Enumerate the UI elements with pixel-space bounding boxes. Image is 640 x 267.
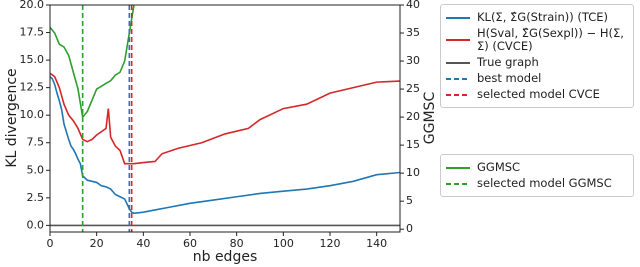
legend-label: GGMSC — [477, 160, 521, 174]
x-tick-label: 120 — [320, 237, 341, 250]
y-tick-label: 10.0 — [20, 108, 45, 121]
legend-swatch — [446, 16, 470, 19]
legend-label: selected model GGMSC — [477, 176, 612, 190]
legend-swatch — [446, 166, 470, 169]
legend-entry: H(Sval, Σ̂G(Sexpl)) − H(Σ, Σ) (CVCE) — [445, 27, 629, 53]
y-tick-label: 7.5 — [27, 136, 45, 149]
y2-tick-label: 35 — [406, 26, 420, 39]
y2-axis-label: GGMSC — [422, 92, 438, 145]
y-tick-label: 17.5 — [20, 26, 45, 39]
legend-entry: KL(Σ, Σ̂G(Strain)) (TCE) — [445, 11, 629, 24]
x-tick-label: 80 — [230, 237, 244, 250]
legend-label: H(Sval, Σ̂G(Sexpl)) − H(Σ, Σ) (CVCE) — [477, 26, 624, 53]
legend-label: KL(Σ, Σ̂G(Strain)) (TCE) — [477, 10, 608, 24]
legend-label: best model — [477, 71, 542, 85]
plot-area — [50, 5, 400, 232]
y-axis-label: KL divergence — [4, 68, 20, 167]
x-tick-label: 140 — [366, 237, 387, 250]
y2-tick-label: 25 — [406, 82, 420, 95]
legend-entry: selected model GGMSC — [445, 177, 629, 190]
legend-entry: best model — [445, 72, 629, 85]
y-tick-label: 15.0 — [20, 53, 45, 66]
y2-tick-label: 5 — [406, 194, 413, 207]
legend-entry: GGMSC — [445, 161, 629, 174]
x-tick-label: 20 — [90, 237, 104, 250]
x-axis-label: nb edges — [193, 249, 258, 265]
x-tick-label: 100 — [273, 237, 294, 250]
y2-tick-label: 20 — [406, 110, 420, 123]
y2-tick-label: 15 — [406, 138, 420, 151]
legend-swatch — [446, 182, 470, 185]
y-tick-label: 12.5 — [20, 81, 45, 94]
legend-label: True graph — [477, 55, 539, 69]
x-tick-label: 60 — [183, 237, 197, 250]
series-line — [50, 5, 135, 119]
y-tick-label: 20.0 — [20, 0, 45, 11]
y2-tick-label: 40 — [406, 0, 420, 11]
legend-swatch — [446, 39, 470, 41]
series-line — [50, 72, 400, 165]
y-tick-label: 5.0 — [27, 163, 45, 176]
legend-swatch — [446, 61, 470, 64]
legend-entry: True graph — [445, 56, 629, 69]
y2-tick-label: 10 — [406, 166, 420, 179]
legend-swatch — [446, 77, 470, 80]
x-tick-label: 0 — [47, 237, 54, 250]
legend: GGMSC selected model GGMSC — [440, 154, 634, 197]
legend-label: selected model CVCE — [477, 87, 600, 101]
y-tick-label: 2.5 — [27, 191, 45, 204]
x-tick-label: 40 — [136, 237, 150, 250]
y2-tick-label: 0 — [406, 222, 413, 235]
legend-entry: selected model CVCE — [445, 88, 629, 101]
legend-swatch — [446, 93, 470, 96]
plot-frame — [49, 4, 401, 233]
y2-tick-label: 30 — [406, 54, 420, 67]
y-tick-label: 0.0 — [27, 218, 45, 231]
legend: KL(Σ, Σ̂G(Strain)) (TCE) H(Sval, Σ̂G(Sexp… — [440, 4, 634, 108]
series-line — [50, 76, 400, 215]
